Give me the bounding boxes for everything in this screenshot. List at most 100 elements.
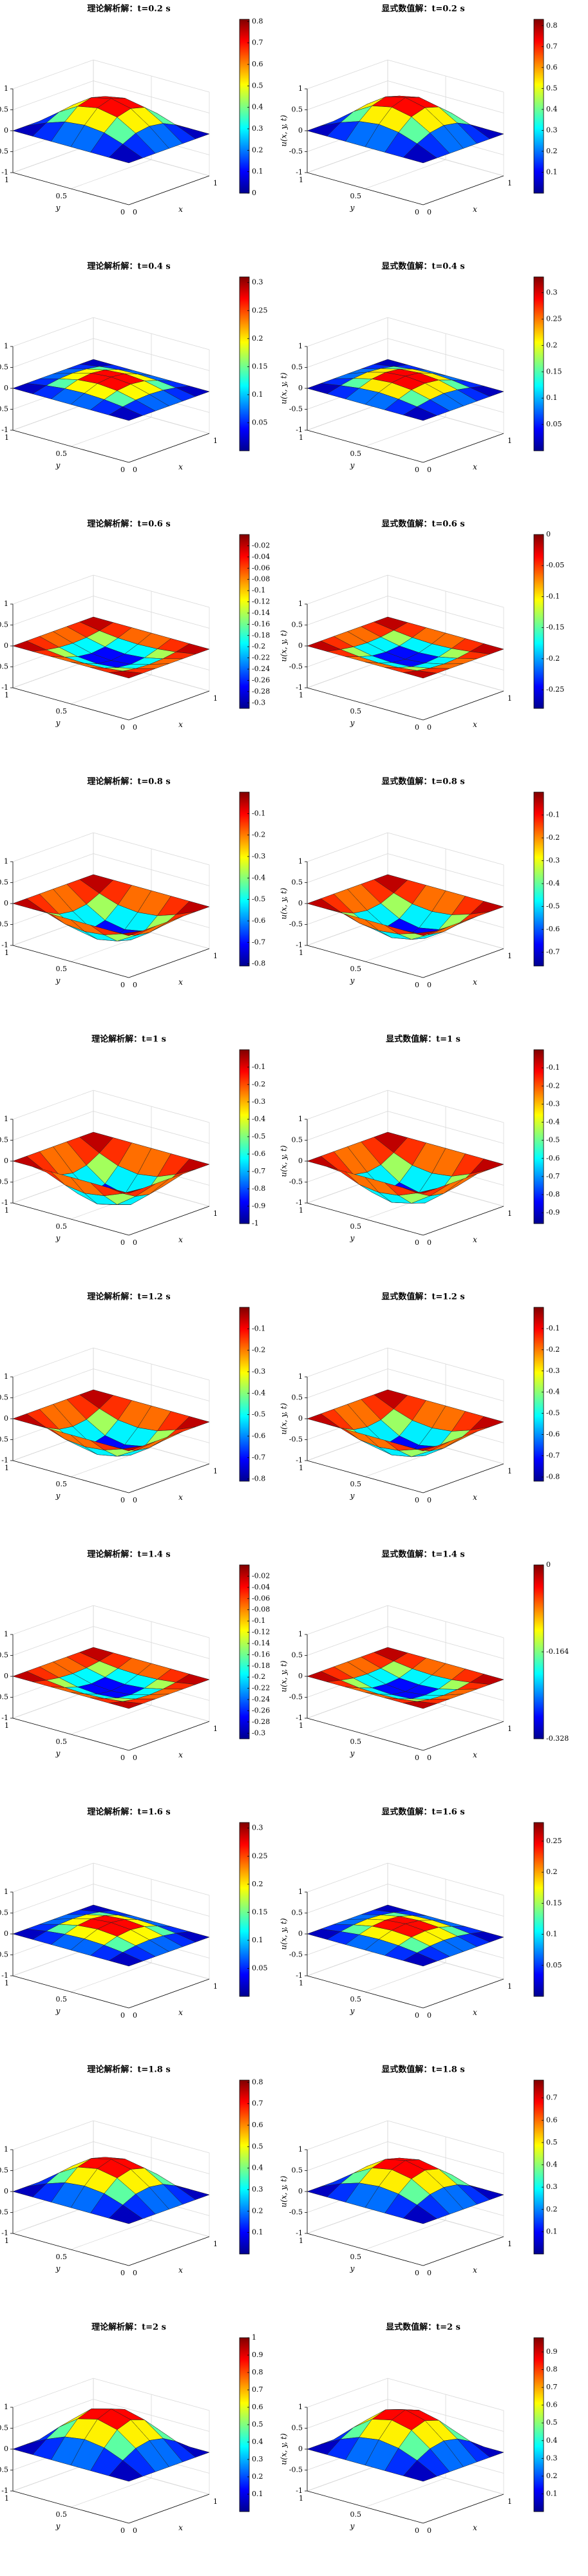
z-tick-label: 1 <box>4 84 8 93</box>
axis-line <box>307 2233 424 2266</box>
colorbar-tick-label: 0.3 <box>252 278 263 287</box>
z-grid-line <box>307 2399 388 2429</box>
x-tick-label: 0 <box>427 2011 432 2020</box>
z-tick-label: 0.5 <box>292 621 303 629</box>
colorbar-tick-label: -0.28 <box>252 687 270 696</box>
x-axis-label: x <box>178 978 183 987</box>
colorbar-tick-label: -0.1 <box>252 1063 265 1071</box>
colorbar-tick-label: 0.1 <box>546 167 558 176</box>
colorbar-tick-label: -0.28 <box>252 1718 270 1726</box>
z-grid-line <box>12 2399 94 2429</box>
colorbar-tick-label: 0.1 <box>546 1930 558 1938</box>
colorbar-tick-label: -0.02 <box>252 541 270 549</box>
z-tick-label: -1 <box>296 1971 303 1980</box>
colorbar-tick-label: -0.08 <box>252 1605 270 1614</box>
colorbar-tick-label: 0.05 <box>546 420 562 428</box>
z-grid-line <box>307 574 388 605</box>
z-grid-line <box>12 1090 94 1120</box>
colorbar-tick-label: -0.26 <box>252 1706 270 1714</box>
z-tick-label: -1 <box>1 1714 8 1722</box>
colorbar-tick-label: -0.1 <box>546 592 560 600</box>
colorbar-tick-label: 0.4 <box>546 2161 558 2169</box>
x-tick-label: 1 <box>507 2497 512 2506</box>
colorbar-tick-label: -0.14 <box>252 609 270 617</box>
chart-title: 理论解析解：t=0.8 s <box>87 777 170 787</box>
z-grid-line <box>12 80 94 110</box>
x-tick-label: 0 <box>133 981 137 989</box>
axis-line <box>128 2236 210 2266</box>
z-axis-label: u(x, y, t) <box>280 115 289 146</box>
z-tick-label: -0.5 <box>289 2466 303 2474</box>
colorbar-tick-label: 0.1 <box>252 390 263 399</box>
y-tick-label: 1 <box>299 2237 303 2245</box>
colorbar-tick-label: 0.5 <box>546 2138 558 2146</box>
z-tick-label: 0.5 <box>0 2166 8 2175</box>
colorbar-tick-label: 0.25 <box>252 306 268 314</box>
axis-line <box>12 2490 129 2524</box>
y-tick-label: 0.5 <box>56 2253 68 2261</box>
axis-line <box>128 433 210 463</box>
axis-line <box>422 690 504 721</box>
y-tick-label: 1 <box>299 2494 303 2503</box>
colorbar-tick-label: -0.4 <box>546 879 560 887</box>
colorbar-tick-label: -0.6 <box>252 1150 265 1158</box>
x-tick-label: 1 <box>507 1467 512 1475</box>
y-grid-line <box>70 2220 152 2250</box>
z-grid-line <box>307 338 388 368</box>
z-tick-label: 0.5 <box>0 1909 8 1917</box>
chart-title: 显式数值解：t=1 s <box>386 1034 460 1045</box>
y-tick-label: 0 <box>120 723 125 732</box>
y-grid-line <box>365 2477 446 2508</box>
colorbar-tick-label: -0.9 <box>546 1208 560 1217</box>
x-tick-label: 0 <box>427 1496 432 1504</box>
z-tick-label: -1 <box>1 426 8 434</box>
y-tick-label: 0 <box>120 981 125 989</box>
x-axis-label: x <box>473 2523 477 2532</box>
x-tick-label: 0 <box>427 208 432 216</box>
y-tick-label: 0 <box>415 1754 419 1762</box>
chart-title: 显式数值解：t=1.6 s <box>381 1807 464 1817</box>
colorbar-tick-label: 0.3 <box>252 2455 263 2463</box>
colorbar-tick-label: 0.7 <box>546 2094 558 2102</box>
y-axis-label: y <box>55 1492 61 1501</box>
z-tick-label: 1 <box>4 857 8 866</box>
y-grid-line <box>70 1962 152 1993</box>
colorbar-tick-label: -0.3 <box>252 1367 265 1376</box>
surface-patch <box>109 1188 143 1194</box>
axis-line <box>422 1463 504 1493</box>
colorbar-tick-label: -0.1 <box>252 809 265 817</box>
x-tick-label: 1 <box>213 1467 218 1475</box>
z-tick-label: 0.5 <box>292 878 303 887</box>
surface-panel: 显式数值解：t=0.2 s -1 -0.5 0 0.5 1 0 0.5 1 0 1 y x u(x, y,… <box>280 4 558 217</box>
colorbar-tick-label: -0.8 <box>252 1475 265 1483</box>
x-tick-label: 0 <box>427 723 432 732</box>
y-tick-label: 1 <box>299 176 303 184</box>
colorbar-tick-label: -0.02 <box>252 1571 270 1580</box>
y-grid-line <box>365 417 446 447</box>
z-grid-line <box>12 853 94 883</box>
z-tick-label: 1 <box>298 1372 303 1381</box>
colorbar-tick-label: -0.4 <box>546 1118 560 1126</box>
y-tick-label: 1 <box>299 1721 303 1730</box>
y-axis-label: y <box>55 719 61 728</box>
colorbar-tick-label: 0.8 <box>252 2368 263 2376</box>
colorbar-tick-label: 0.6 <box>546 2401 558 2409</box>
axis-line <box>128 1206 210 1236</box>
axis-line <box>422 1206 504 1236</box>
colorbar-tick-label: 0.05 <box>252 1964 268 1972</box>
surface-patch <box>403 2204 437 2224</box>
z-tick-label: 0 <box>298 2445 303 2453</box>
y-tick-label: 0 <box>415 2526 419 2535</box>
colorbar-tick-label: -0.6 <box>546 1154 560 1162</box>
axis-line <box>307 687 424 721</box>
chart-title: 显式数值解：t=1.8 s <box>381 2065 464 2075</box>
x-axis-label: x <box>178 462 183 471</box>
z-grid-line <box>12 1111 94 1141</box>
z-axis-label: u(x, y, t) <box>280 1918 289 1949</box>
z-tick-label: 0.5 <box>292 2424 303 2432</box>
colorbar-tick-label: 0.1 <box>252 2490 263 2498</box>
axis-line <box>12 172 129 205</box>
